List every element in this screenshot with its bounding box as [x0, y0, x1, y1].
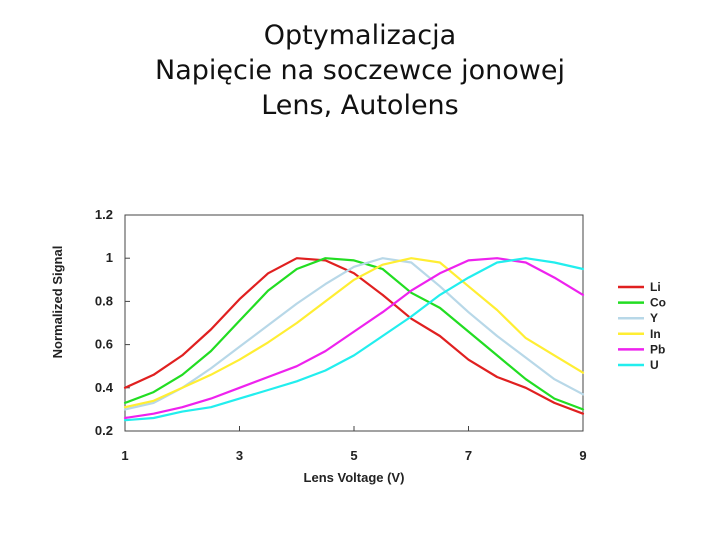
plot-frame	[124, 214, 584, 432]
legend-label-y: Y	[650, 311, 658, 325]
x-tick-label: 1	[121, 448, 128, 463]
y-tick-label: 0.2	[95, 423, 113, 438]
y-tick-label: 1	[106, 250, 113, 265]
x-tick-label: 9	[579, 448, 586, 463]
y-tick-label: 0.8	[95, 293, 113, 308]
chart-axes: 0.2 0.4 0.6 0.8 1 1.2 1 3 5 7 9	[95, 207, 587, 463]
series-line-y	[123, 257, 585, 411]
x-axis-label: Lens Voltage (V)	[304, 470, 405, 485]
x-tick-label: 3	[236, 448, 243, 463]
series-line-co	[123, 257, 585, 411]
legend-label-li: Li	[650, 280, 661, 294]
series-line-li	[123, 257, 585, 415]
y-tick-label: 1.2	[95, 207, 113, 222]
y-axis-label: Normalized Signal	[50, 246, 65, 359]
series-line-pb	[123, 257, 585, 420]
legend-label-pb: Pb	[650, 342, 665, 356]
y-tick-label: 0.4	[95, 380, 114, 395]
series-line-in	[123, 257, 585, 409]
legend-label-in: In	[650, 327, 661, 341]
series-line-u	[123, 257, 585, 422]
legend-label-u: U	[650, 358, 659, 372]
slide-title: Optymalizacja Napięcie na soczewce jonow…	[0, 18, 720, 123]
legend-label-co: Co	[650, 296, 666, 310]
title-line-1: Optymalizacja	[263, 20, 457, 51]
y-tick-label: 0.6	[95, 337, 113, 352]
title-line-3: Lens, Autolens	[261, 90, 459, 121]
chart-series	[123, 257, 585, 422]
title-line-2: Napięcie na soczewce jonowej	[155, 55, 565, 86]
x-tick-label: 5	[350, 448, 357, 463]
x-tick-label: 7	[465, 448, 472, 463]
